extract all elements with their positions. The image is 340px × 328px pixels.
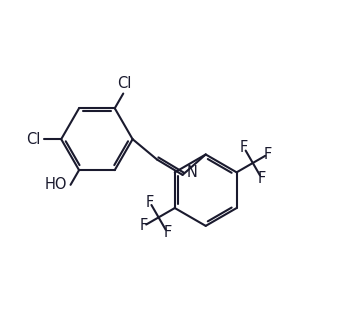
- Text: HO: HO: [45, 177, 67, 192]
- Text: F: F: [140, 218, 148, 234]
- Text: F: F: [257, 171, 266, 186]
- Text: Cl: Cl: [27, 132, 41, 147]
- Text: F: F: [163, 225, 172, 240]
- Text: F: F: [146, 195, 154, 210]
- Text: F: F: [264, 147, 272, 162]
- Text: Cl: Cl: [117, 76, 131, 91]
- Text: F: F: [240, 140, 248, 155]
- Text: N: N: [187, 165, 198, 180]
